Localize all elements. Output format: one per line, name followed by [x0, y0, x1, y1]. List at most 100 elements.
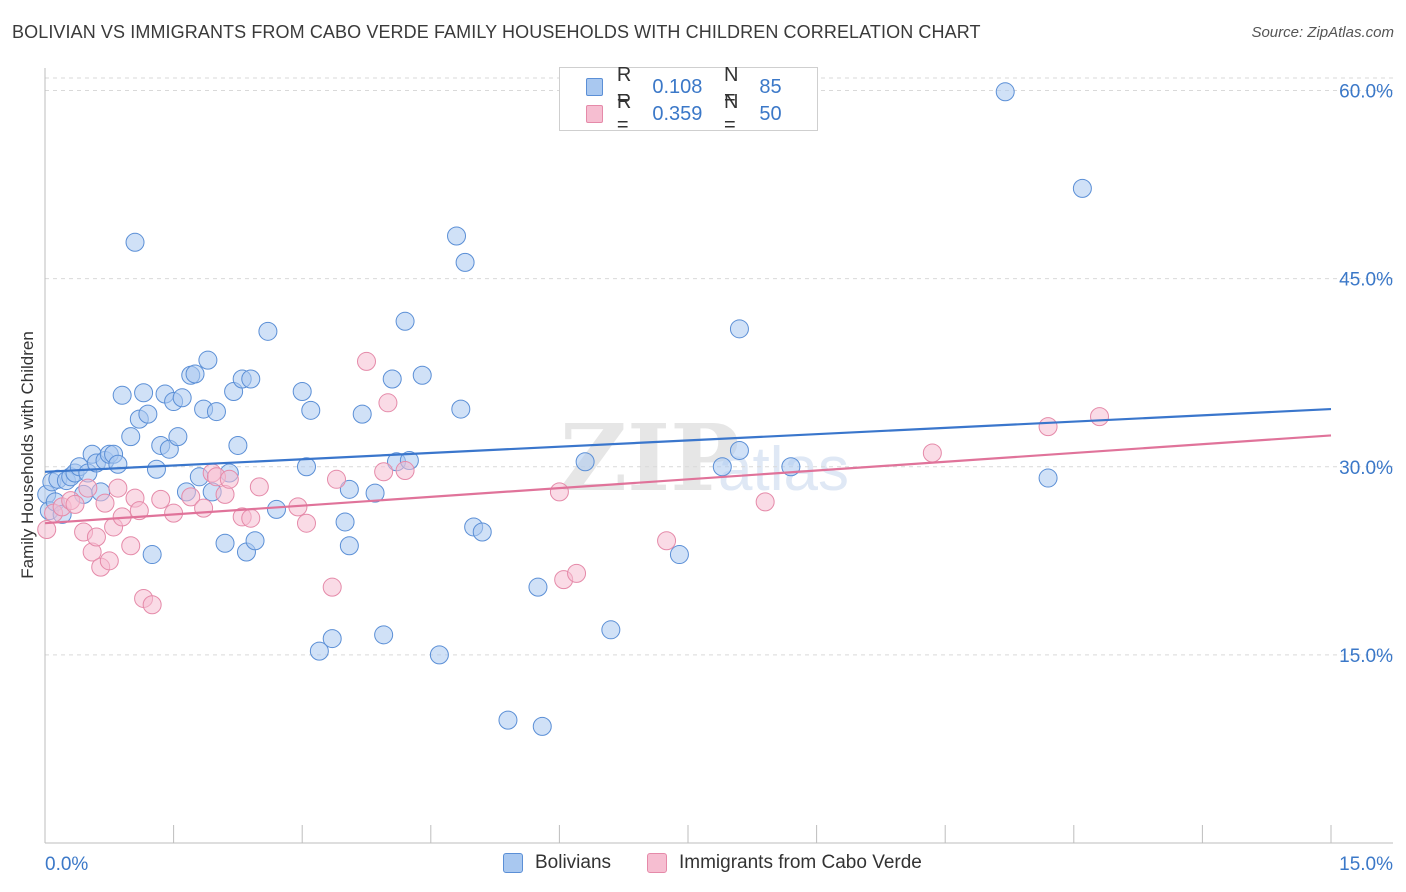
legend-n-label: N =	[723, 64, 739, 109]
bolivian-point	[335, 512, 355, 532]
bolivian-point	[198, 350, 218, 370]
bolivian-point	[339, 479, 359, 499]
x-tick-label: 0.0%	[45, 854, 88, 875]
cabo-verde-point	[121, 536, 141, 556]
bolivian-point	[296, 457, 316, 477]
correlation-legend: R = 0.108 N = 85 R = 0.359 N = 50	[559, 64, 818, 136]
bolivian-point	[382, 369, 402, 389]
bolivian-point	[1072, 178, 1092, 198]
bolivian-point	[339, 536, 359, 556]
cabo-verde-point	[108, 478, 128, 498]
cabo-verde-point	[99, 551, 119, 571]
bolivian-point	[146, 459, 166, 479]
cabo-verde-point	[326, 469, 346, 489]
bolivian-point	[669, 545, 689, 565]
bolivian-point	[365, 483, 385, 503]
bolivian-point	[309, 641, 329, 661]
series-legend: Bolivians Immigrants from Cabo Verde	[0, 852, 1406, 876]
cabo-verde-point	[241, 508, 261, 528]
x-tick-label: 15.0%	[1339, 854, 1393, 875]
cabo-verde-point	[78, 478, 98, 498]
cabo-verde-point	[1038, 417, 1058, 437]
bolivian-point	[352, 404, 372, 424]
bolivian-point	[455, 252, 475, 272]
bolivian-point	[112, 385, 132, 405]
bolivian-point	[241, 369, 261, 389]
cabo-verde-point	[755, 492, 775, 512]
cabo-verde-point	[357, 351, 376, 371]
cabo-verde-point	[95, 493, 115, 513]
cabo-verde-point	[922, 443, 942, 463]
bolivian-point	[301, 400, 321, 420]
bolivian-point	[729, 440, 749, 460]
cabo-verde-point	[296, 513, 316, 533]
bolivian-point	[172, 388, 192, 408]
cabo-verde-point	[129, 501, 149, 521]
bolivian-point	[138, 404, 158, 424]
bolivian-point	[134, 383, 154, 403]
cabo-verde-point	[142, 595, 162, 615]
legend-n-label: N =	[723, 91, 739, 136]
source-note: Source: ZipAtlas.com	[1251, 24, 1394, 41]
cabo-verde-point	[549, 482, 569, 502]
cabo-verde-point	[86, 527, 106, 547]
cabo-verde-point	[219, 469, 239, 489]
legend-row-bolivians: R = 0.108 N = 85	[586, 64, 817, 109]
bolivian-point	[447, 226, 467, 246]
cabo-verde-swatch	[647, 853, 667, 873]
bolivians-label: Bolivians	[535, 852, 612, 873]
bolivian-point	[395, 311, 415, 331]
cabo-verde-label: Immigrants from Cabo Verde	[679, 852, 922, 873]
y-tick-label: 60.0%	[1339, 82, 1393, 103]
cabo-verde-point	[322, 577, 342, 597]
cabo-verde-point	[378, 393, 398, 413]
bolivian-point	[292, 382, 312, 402]
legend-n-value: 85	[759, 75, 782, 98]
bolivian-point	[206, 402, 226, 422]
legend-r-label: R =	[616, 64, 632, 109]
cabo-verde-point	[395, 461, 415, 481]
bolivian-point	[108, 454, 128, 474]
bolivians-swatch	[503, 853, 523, 873]
bolivian-point	[575, 452, 595, 472]
bolivian-point	[125, 232, 145, 252]
legend-r-value: 0.359	[652, 102, 703, 125]
bolivian-point	[168, 427, 188, 447]
cabo-verde-point	[657, 531, 677, 551]
legend-row-cabo-verde: R = 0.359 N = 50	[586, 91, 817, 136]
cabo-verde-point	[1090, 407, 1110, 427]
cabo-verde-point	[374, 462, 394, 482]
legend-swatch-pink	[586, 105, 603, 123]
cabo-verde-point	[181, 487, 201, 507]
cabo-verde-trend-line	[44, 434, 1332, 525]
bolivian-point	[322, 629, 342, 649]
legend-r-value: 0.108	[652, 75, 703, 98]
bolivian-point	[266, 499, 286, 519]
bolivian-point	[712, 457, 732, 477]
bolivian-point	[429, 645, 449, 665]
bolivian-point	[215, 533, 235, 553]
bolivian-point	[472, 522, 492, 542]
bolivian-point	[528, 577, 548, 597]
cabo-verde-point	[37, 519, 57, 539]
bolivian-point	[451, 399, 471, 419]
bolivian-trend-line	[44, 407, 1332, 473]
chart-title: BOLIVIAN VS IMMIGRANTS FROM CABO VERDE F…	[12, 22, 981, 42]
bolivian-point	[245, 531, 265, 551]
legend-r-label: R =	[616, 91, 632, 136]
bolivian-point	[1038, 468, 1058, 488]
legend-n-value: 50	[759, 102, 782, 125]
legend-item-bolivians[interactable]: Bolivians	[503, 852, 611, 874]
legend-item-cabo-verde[interactable]: Immigrants from Cabo Verde	[647, 852, 922, 874]
cabo-verde-point	[249, 477, 269, 497]
cabo-verde-point	[151, 489, 171, 509]
bolivian-point	[142, 545, 162, 565]
y-tick-label: 30.0%	[1339, 458, 1393, 479]
cabo-verde-point	[194, 498, 214, 518]
y-tick-label: 45.0%	[1339, 270, 1393, 291]
cabo-verde-point	[567, 563, 587, 583]
bolivian-point	[374, 625, 394, 645]
bolivian-point	[412, 365, 432, 385]
bolivian-point	[498, 710, 518, 730]
